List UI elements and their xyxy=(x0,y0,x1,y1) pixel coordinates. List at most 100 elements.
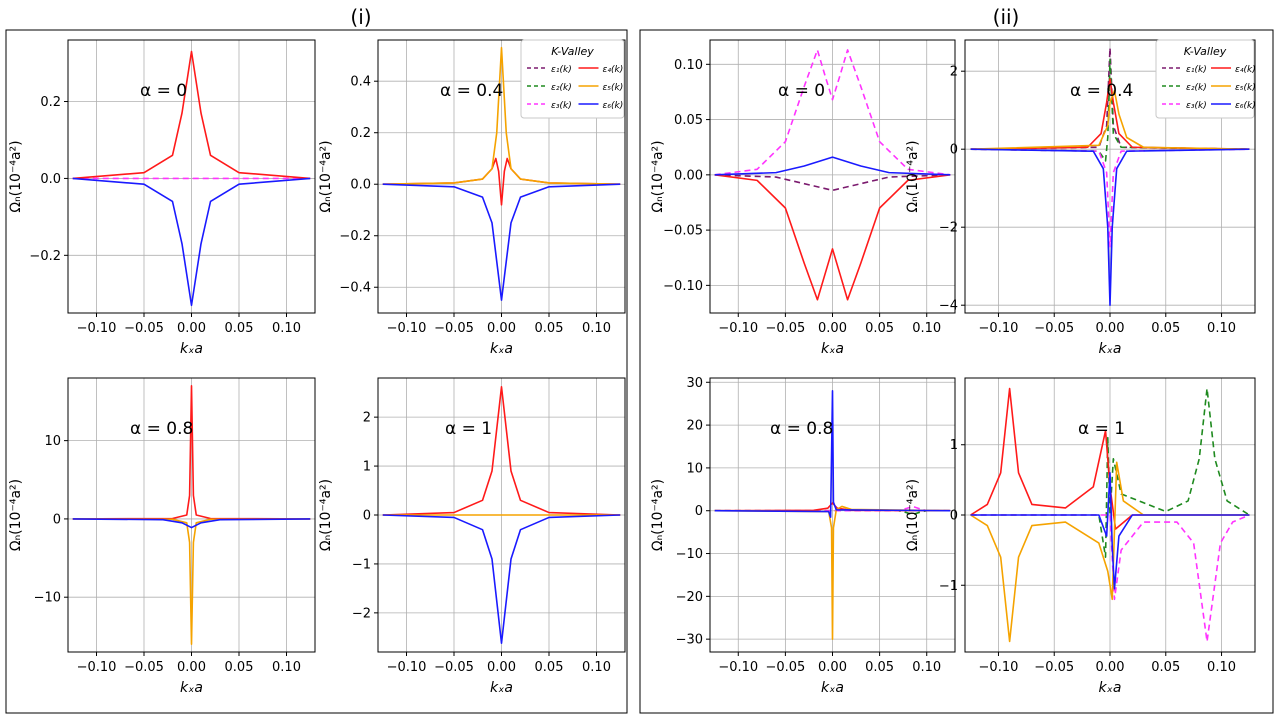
x-tick-label: −0.05 xyxy=(434,321,474,336)
legend-box xyxy=(1155,39,1255,119)
x-tick-label: −0.05 xyxy=(434,660,474,675)
y-tick-label: −0.05 xyxy=(663,224,703,239)
y-tick-label: 30 xyxy=(686,376,703,391)
x-tick-label: −0.10 xyxy=(387,660,427,675)
y-axis-label: Ωₙ(10⁻⁴a²) xyxy=(650,140,666,212)
x-tick-label: −0.10 xyxy=(718,660,758,675)
x-tick-label: −0.10 xyxy=(77,660,117,675)
y-tick-label: −20 xyxy=(676,590,703,605)
y-axis-label: Ωₙ(10⁻⁴a²) xyxy=(318,140,334,212)
series-line-ε₆(k) xyxy=(714,156,951,176)
alpha-annotation: α = 0.8 xyxy=(770,419,833,439)
x-tick-label: −0.05 xyxy=(1034,660,1074,675)
legend: K-Valley ε₁(k) ε₄(k) ε₂(k) ε₅(k) ε₃(k) ε₆(k) xyxy=(520,39,625,119)
y-tick-label: 2 xyxy=(950,65,958,80)
series-line-ε₃(k) xyxy=(970,148,1250,248)
y-tick-label: 0.2 xyxy=(350,126,371,141)
x-axis-label: kₓa xyxy=(490,680,513,696)
x-axis-label: kₓa xyxy=(821,680,844,696)
x-tick-label: 0.05 xyxy=(225,321,254,336)
y-axis-label: Ωₙ(10⁻⁴a²) xyxy=(905,140,921,212)
series-line-ε₆(k) xyxy=(72,518,311,529)
x-tick-label: 0.10 xyxy=(582,660,611,675)
y-tick-label: −2 xyxy=(939,221,958,236)
y-tick-label: 0.0 xyxy=(40,172,61,187)
chart-ii-7: −0.10 −0.05 0.00 0.05 0.10 −1 0 1 kₓa Ωₙ(10⁻⁴a²) α… xyxy=(905,377,1256,696)
alpha-annotation: α = 0.4 xyxy=(440,81,503,101)
x-tick-label: 0.00 xyxy=(487,321,516,336)
legend-title: K-Valley xyxy=(551,45,594,58)
chart-i-3: −0.10 −0.05 0.00 0.05 0.10 −2 −1 0 1 2 kₓa Ωₙ(10⁻⁴a… xyxy=(318,377,626,696)
alpha-annotation: α = 1 xyxy=(1078,419,1125,439)
x-tick-label: −0.10 xyxy=(979,321,1019,336)
chart-ii-6: −0.10 −0.05 0.00 0.05 0.10−30−20−100102030kₓ… xyxy=(650,376,956,696)
legend-label-e1: ε₁(k) xyxy=(1186,65,1207,75)
x-tick-label: 0.10 xyxy=(582,321,611,336)
x-tick-label: 0.00 xyxy=(818,660,847,675)
x-axis-label: kₓa xyxy=(1099,341,1122,357)
legend-label-e2: ε₂(k) xyxy=(551,83,572,93)
y-tick-label: −1 xyxy=(939,579,958,594)
series-line-ε₆(k) xyxy=(382,183,621,301)
y-tick-label: 0.10 xyxy=(674,58,703,73)
x-tick-label: 0.10 xyxy=(1207,660,1236,675)
x-tick-label: 0.10 xyxy=(272,321,301,336)
y-tick-label: 0 xyxy=(950,143,958,158)
x-tick-label: 0.10 xyxy=(912,321,941,336)
series-line-ε₂(k) xyxy=(970,387,1250,558)
x-tick-label: −0.10 xyxy=(387,321,427,336)
y-tick-label: 0 xyxy=(53,512,61,527)
series-line-ε₅(k) xyxy=(714,505,951,640)
y-tick-label: −2 xyxy=(352,606,371,621)
panel-label-i: (i) xyxy=(350,5,371,29)
y-tick-label: 10 xyxy=(44,434,61,449)
panel-i-frame xyxy=(5,29,628,714)
legend-label-e6: ε₆(k) xyxy=(603,101,624,111)
legend-title: K-Valley xyxy=(1184,45,1227,58)
y-tick-label: −1 xyxy=(352,557,371,572)
y-axis-label: Ωₙ(10⁻⁴a²) xyxy=(318,479,334,551)
legend-label-e6: ε₆(k) xyxy=(1235,101,1256,111)
series-line-ε₄(k) xyxy=(970,387,1250,530)
series-line-ε₄(k) xyxy=(72,385,311,520)
legend-label-e4: ε₄(k) xyxy=(603,65,624,75)
x-tick-label: 0.05 xyxy=(535,660,564,675)
y-tick-label: 0.0 xyxy=(350,178,371,193)
legend-box xyxy=(520,39,625,119)
x-tick-label: 0.05 xyxy=(225,660,254,675)
y-axis-label: Ωₙ(10⁻⁴a²) xyxy=(650,479,666,551)
legend-label-e5: ε₅(k) xyxy=(1235,83,1256,93)
y-tick-label: −0.2 xyxy=(29,249,61,264)
legend-label-e1: ε₁(k) xyxy=(551,65,572,75)
legend-label-e3: ε₃(k) xyxy=(1186,101,1207,111)
series-line-ε₁(k) xyxy=(714,174,951,192)
series-line-ε₆(k) xyxy=(382,514,621,644)
panel-label-ii: (ii) xyxy=(993,5,1020,29)
x-tick-label: 0.10 xyxy=(1207,321,1236,336)
y-axis-label: Ωₙ(10⁻⁴a²) xyxy=(905,479,921,551)
alpha-annotation: α = 0 xyxy=(140,81,187,101)
chart-i-0: −0.10 −0.05 0.00 0.05 0.10 −0.2 0.0 0.2 kₓa Ωₙ(10… xyxy=(8,39,316,357)
x-axis-label: kₓa xyxy=(180,341,203,357)
y-tick-label: 0 xyxy=(950,509,958,524)
y-tick-label: 1 xyxy=(363,460,371,475)
x-tick-label: 0.00 xyxy=(177,660,206,675)
series-line-ε₅(k) xyxy=(72,518,311,645)
series-line-ε₆(k) xyxy=(970,148,1250,306)
x-tick-label: 0.05 xyxy=(1151,660,1180,675)
x-tick-label: 0.00 xyxy=(818,321,847,336)
series-line-ε₄(k) xyxy=(970,78,1250,150)
x-tick-label: −0.05 xyxy=(1034,321,1074,336)
alpha-annotation: α = 1 xyxy=(445,419,492,439)
series-line-ε₆(k) xyxy=(714,390,951,518)
y-tick-label: −30 xyxy=(676,633,703,648)
alpha-annotation: α = 0 xyxy=(778,81,825,101)
y-tick-label: −4 xyxy=(939,299,958,314)
x-tick-label: −0.10 xyxy=(77,321,117,336)
x-tick-label: 0.00 xyxy=(177,321,206,336)
alpha-annotation: α = 0.8 xyxy=(130,419,193,439)
y-tick-label: 0.05 xyxy=(674,113,703,128)
y-tick-label: 0.00 xyxy=(674,168,703,183)
x-axis-label: kₓa xyxy=(490,341,513,357)
